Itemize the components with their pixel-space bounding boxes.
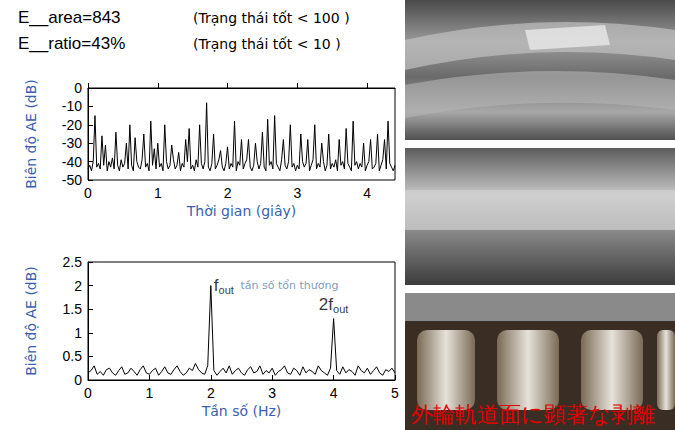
svg-text:-30: -30 [62,135,82,151]
svg-text:2: 2 [224,185,232,201]
svg-text:2: 2 [207,385,215,401]
svg-text:5: 5 [391,385,399,401]
svg-text:tần số tổn thương: tần số tổn thương [240,279,338,292]
svg-text:0: 0 [74,80,82,96]
svg-text:1: 1 [154,185,162,201]
svg-text:0: 0 [84,185,92,201]
svg-text:1: 1 [74,325,82,341]
svg-text:4: 4 [330,385,338,401]
html-text:(Trạng thái tốt < 10 ): (Trạng thái tốt < 10 ) [193,36,341,52]
svg-text:out: out [219,284,234,296]
svg-text:外輪軌道面に顕著な剥離: 外輪軌道面に顕著な剥離 [411,402,655,427]
html-text:(Trạng thái tốt < 100 ): (Trạng thái tốt < 100 ) [193,10,350,26]
svg-text:-40: -40 [62,154,82,170]
svg-text:3: 3 [293,185,301,201]
svg-text:-50: -50 [62,172,82,188]
svg-text:-10: -10 [62,98,82,114]
html-text:E__ratio=43%: E__ratio=43% [18,34,126,53]
svg-text:2: 2 [74,278,82,294]
html-text:E__area=843: E__area=843 [18,8,121,27]
svg-text:Biên độ AE (dB): Biên độ AE (dB) [23,266,39,376]
svg-text:Tần số (Hz): Tần số (Hz) [201,403,282,419]
svg-text:2f: 2f [319,295,333,314]
svg-text:4: 4 [363,185,371,201]
svg-text:0.5: 0.5 [63,348,83,364]
svg-text:0: 0 [74,372,82,388]
svg-text:0: 0 [84,385,92,401]
svg-text:3: 3 [268,385,276,401]
svg-text:1: 1 [146,385,154,401]
svg-text:out: out [333,303,348,315]
svg-text:2.5: 2.5 [63,254,83,270]
svg-text:1.5: 1.5 [63,301,83,317]
svg-text:Biên độ AE (dB): Biên độ AE (dB) [23,79,39,189]
svg-text:Thời gian (giây): Thời gian (giây) [186,203,297,219]
svg-text:f: f [213,276,219,296]
svg-text:-20: -20 [62,117,82,133]
